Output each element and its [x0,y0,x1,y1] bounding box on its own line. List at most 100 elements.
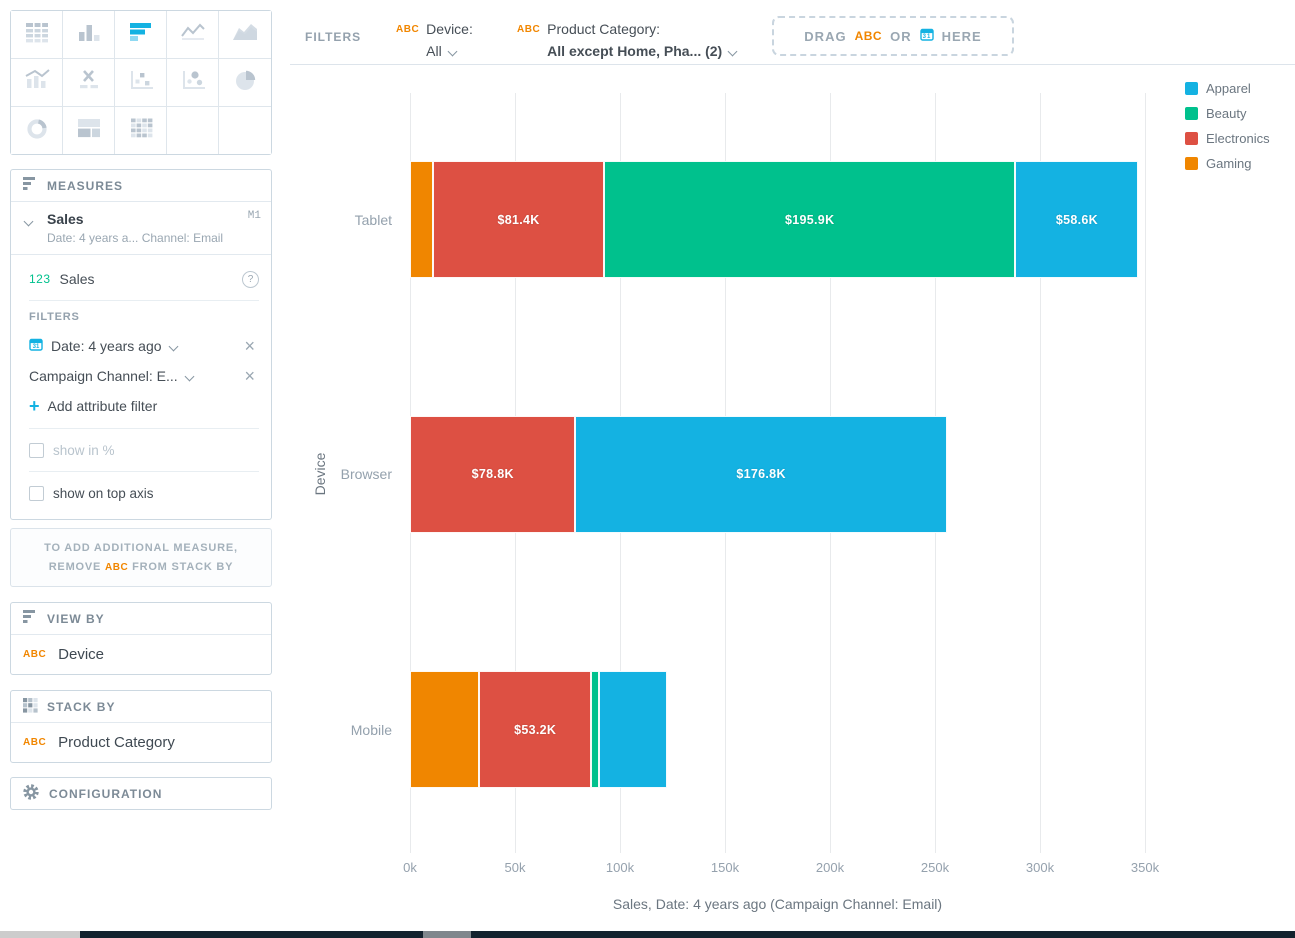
bar-segment-mobile-beauty[interactable] [591,671,600,788]
attribute-tag-icon: ABC [854,29,883,43]
vis-type-bar-icon [126,19,156,50]
filter-value[interactable]: All except Home, Pha... (2) [547,43,738,59]
legend-item-gaming[interactable]: Gaming [1185,156,1270,171]
view-by-attribute-device[interactable]: ABC Device [11,635,271,674]
hint-line1: TO ADD ADDITIONAL MEASURE, [44,542,238,554]
vis-type-headline[interactable] [63,59,115,107]
legend-swatch-icon [1185,132,1198,145]
bar-segment-tablet-beauty[interactable]: $195.9K [604,161,1016,278]
bar-value-label: $81.4K [497,212,540,227]
bar-value-label: $78.8K [471,467,514,481]
chevron-down-icon [447,46,458,56]
legend-label: Electronics [1206,131,1270,146]
bar-value-label: $176.8K [736,467,786,481]
vis-type-heatmap[interactable] [115,107,167,154]
filter-name: Product Category: [547,21,661,37]
bar-segment-mobile-apparel[interactable] [599,671,667,788]
bar-segment-mobile-gaming[interactable] [410,671,480,788]
attribute-tag-icon: ABC [23,737,47,749]
show-on-top-axis-label: show on top axis [53,485,154,501]
add-attribute-filter[interactable]: + Add attribute filter [29,391,259,421]
checkbox-icon[interactable] [29,442,44,458]
x-tick-label: 300k [1025,860,1055,875]
remove-date-filter-icon[interactable]: × [244,336,255,356]
chart-legend: Apparel Beauty Electronics Gaming [1185,81,1270,171]
vis-type-pie[interactable] [219,59,271,107]
vis-type-heatmap-icon [126,115,156,146]
calendar-icon: 31 [919,27,934,45]
drop-zone-text: OR [890,28,912,44]
vis-type-scatter[interactable] [115,59,167,107]
gridline [1040,93,1041,853]
vis-type-combo[interactable] [11,59,63,107]
checkbox-icon[interactable] [29,485,44,501]
configuration-header[interactable]: CONFIGURATION [11,778,271,809]
legend-label: Beauty [1206,106,1247,121]
legend-item-apparel[interactable]: Apparel [1185,81,1270,96]
date-filter[interactable]: 31 Date: 4 years ago × [29,331,259,361]
vis-type-area-icon [230,19,260,50]
add-attribute-filter-label: Add attribute filter [47,398,158,414]
legend-swatch-icon [1185,82,1198,95]
vis-type-bubble[interactable] [167,59,219,107]
x-tick-label: 200k [815,860,845,875]
bar-segment-tablet-apparel[interactable]: $58.6K [1015,161,1139,278]
legend-item-electronics[interactable]: Electronics [1185,131,1270,146]
gridline [1145,93,1146,853]
vis-type-treemap[interactable] [63,107,115,154]
measure-name: Sales [47,211,84,227]
divider [29,300,259,301]
attribute-tag-icon: ABC [396,24,420,35]
filter-device[interactable]: ABC Device: All [396,21,473,59]
chevron-down-icon[interactable] [23,216,34,227]
measure-fact-row[interactable]: 123 Sales ? [29,265,259,293]
legend-item-beauty[interactable]: Beauty [1185,106,1270,121]
vis-type-line[interactable] [167,11,219,59]
drop-zone-text: DRAG [804,28,847,44]
measures-header[interactable]: MEASURES [11,170,271,202]
measure-subtitle: Date: 4 years a... Channel: Email [47,231,224,245]
legend-swatch-icon [1185,157,1198,170]
show-in-percent-toggle[interactable]: show in % [29,436,259,464]
drop-zone-text: HERE [941,28,982,44]
vis-type-area[interactable] [219,11,271,59]
vis-type-table[interactable] [11,11,63,59]
attribute-filter-label: Campaign Channel: E... [29,368,178,384]
date-filter-label: Date: 4 years ago [51,338,162,354]
add-measure-hint: TO ADD ADDITIONAL MEASURE, REMOVE ABC FR… [10,528,272,588]
measure-fact-label: Sales [59,271,95,287]
x-tick-label: 350k [1130,860,1160,875]
bar-segment-tablet-electronics[interactable]: $81.4K [433,161,605,278]
vis-type-line-icon [178,19,208,50]
bar-segment-tablet-gaming[interactable] [410,161,434,278]
filter-product-category[interactable]: ABC Product Category: All except Home, Pha… [517,21,738,59]
vis-type-treemap-icon [74,115,104,146]
stack-by-header[interactable]: STACK BY [11,691,271,724]
chevron-down-icon [168,341,178,351]
bar-segment-browser-electronics[interactable]: $78.8K [410,415,576,533]
filter-bar: FILTERS ABC Device: All ABC Product Category… [290,0,1295,65]
attribute-filter[interactable]: Campaign Channel: E... × [29,361,259,391]
vis-type-column[interactable] [63,11,115,59]
hint-line2-post: FROM STACK BY [132,560,234,573]
help-icon[interactable]: ? [242,270,259,288]
y-category-label-tablet: Tablet [354,211,392,228]
view-by-header[interactable]: VIEW BY [11,603,271,636]
vis-type-bar[interactable] [115,11,167,59]
hint-line2-pre: REMOVE [48,560,102,573]
bar-segment-browser-apparel[interactable]: $176.8K [575,415,947,533]
chevron-down-icon [727,46,738,56]
vis-type-empty-2 [219,107,271,154]
show-on-top-axis-toggle[interactable]: show on top axis [29,479,259,507]
vis-type-bubble-icon [178,67,208,98]
remove-attribute-filter-icon[interactable]: × [244,366,255,386]
attribute-tag-icon: ABC [105,561,129,573]
vis-type-donut[interactable] [11,107,63,154]
stack-by-icon [22,697,38,716]
filter-drop-zone[interactable]: DRAG ABC OR 31 HERE [772,16,1014,56]
view-by-icon [22,609,38,628]
stack-by-attribute-product-category[interactable]: ABC Product Category [11,723,271,762]
bar-segment-mobile-electronics[interactable]: $53.2K [479,671,592,788]
measure-item-sales[interactable]: Sales M1 Date: 4 years a... Channel: Ema… [11,202,271,255]
filter-value[interactable]: All [426,43,473,59]
